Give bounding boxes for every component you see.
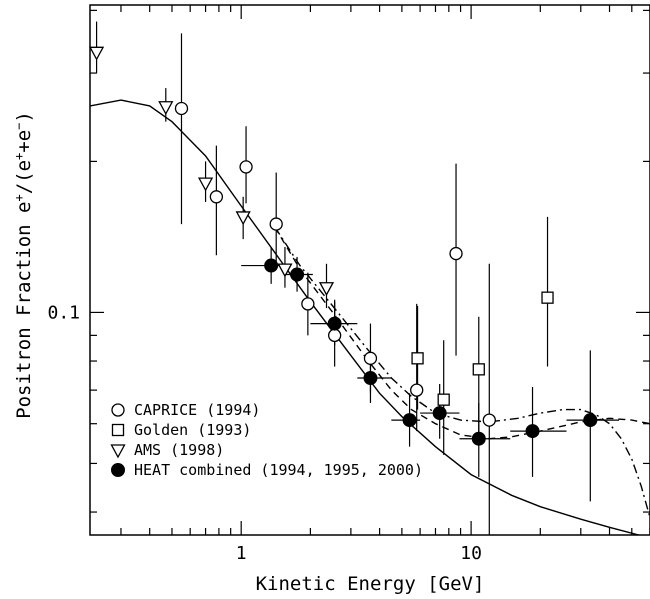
marker-open-circle [209, 190, 224, 204]
marker-open-circle [174, 101, 189, 116]
marker-filled-circle [402, 413, 417, 428]
marker-filled-circle [471, 431, 486, 446]
marker-filled-circle [432, 406, 447, 421]
legend: CAPRICE (1994) Golden (1993) AMS (1998) HEA… [110, 401, 423, 479]
tick-labels: 1 10 0.1 [47, 302, 481, 564]
marker-open-square [472, 363, 485, 376]
marker-open-circle [363, 351, 378, 365]
legend-label: CAPRICE (1994) [134, 401, 260, 419]
marker-open-triangle-down [158, 101, 174, 116]
marker-filled-circle [264, 258, 279, 273]
marker-open-circle [328, 328, 342, 343]
marker-open-triangle-down [110, 444, 126, 459]
marker-open-triangle-down [277, 263, 293, 278]
marker-open-circle [301, 297, 315, 311]
marker-open-triangle-down [318, 282, 335, 297]
marker-open-circle [111, 403, 125, 417]
marker-filled-circle [363, 371, 378, 386]
marker-filled-circle [583, 413, 598, 428]
curve-dash-dot [274, 226, 650, 518]
axis-ticks [90, 5, 650, 535]
x-axis-title: Kinetic Energy [GeV] [256, 573, 485, 595]
marker-filled-circle [327, 316, 342, 331]
legend-label: HEAT combined (1994, 1995, 2000) [134, 461, 423, 479]
marker-open-circle [410, 383, 424, 397]
data-markers [88, 46, 598, 446]
marker-filled-circle [525, 424, 540, 439]
marker-open-circle [482, 413, 496, 427]
marker-open-square [437, 393, 450, 406]
marker-open-triangle-down [235, 211, 251, 226]
marker-open-square [541, 291, 554, 304]
marker-open-circle [449, 246, 463, 261]
curve-dashed [274, 226, 650, 440]
x-tick-label: 1 [236, 543, 247, 564]
marker-filled-circle [290, 267, 305, 282]
y-axis-title: Positron Fraction e+/(e++e−) [12, 111, 35, 419]
marker-filled-circle [111, 463, 125, 477]
y-tick-label: 0.1 [47, 302, 80, 323]
marker-open-triangle-down [197, 177, 214, 192]
marker-open-circle [269, 217, 283, 231]
marker-open-square [411, 352, 424, 365]
x-tick-label: 10 [460, 543, 482, 564]
legend-label: AMS (1998) [134, 441, 224, 459]
marker-open-circle [239, 160, 253, 174]
legend-label: Golden (1993) [134, 421, 251, 439]
marker-open-square [111, 423, 125, 437]
plot-frame [89, 4, 650, 536]
marker-open-triangle-down [88, 46, 105, 61]
